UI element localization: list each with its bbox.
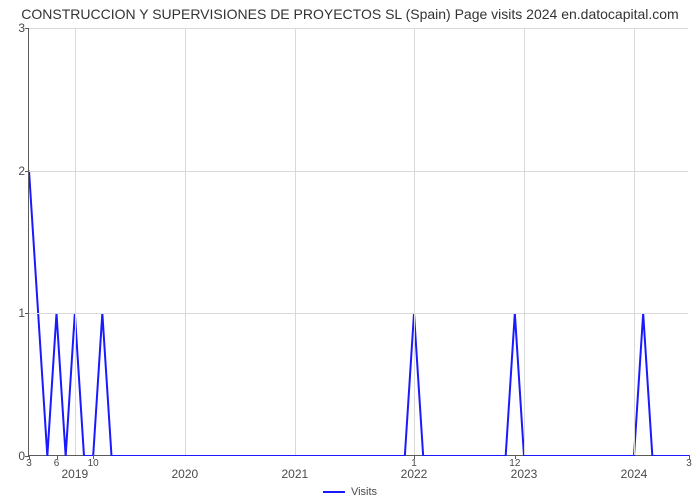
x-major-tick-label: 2021 <box>281 467 308 481</box>
gridline-v <box>414 28 415 455</box>
y-tick-label: 3 <box>9 21 25 35</box>
x-tick <box>515 455 516 459</box>
x-minor-tick-label: 3 <box>686 458 692 469</box>
x-major-tick-label: 2024 <box>621 467 648 481</box>
chart-area: 012336101123201920202021202220232024 <box>28 28 688 456</box>
x-tick <box>93 455 94 459</box>
gridline-h <box>29 28 688 29</box>
y-tick-label: 2 <box>9 164 25 178</box>
legend-swatch-visits <box>323 491 345 493</box>
plot-area: 012336101123201920202021202220232024 <box>28 28 688 456</box>
x-tick <box>414 455 415 459</box>
y-tick <box>25 313 29 314</box>
gridline-v <box>634 28 635 455</box>
y-tick-label: 0 <box>9 449 25 463</box>
gridline-v <box>524 28 525 455</box>
x-tick <box>689 455 690 459</box>
y-tick <box>25 171 29 172</box>
gridline-v <box>295 28 296 455</box>
x-major-tick-label: 2019 <box>61 467 88 481</box>
x-major-tick-label: 2023 <box>511 467 538 481</box>
x-minor-tick-label: 3 <box>26 458 32 469</box>
gridline-v <box>75 28 76 455</box>
legend: Visits <box>323 486 377 498</box>
y-tick-label: 1 <box>9 306 25 320</box>
gridline-h <box>29 313 688 314</box>
x-major-tick-label: 2022 <box>401 467 428 481</box>
x-tick <box>57 455 58 459</box>
gridline-v <box>185 28 186 455</box>
x-minor-tick-label: 10 <box>88 458 99 469</box>
x-tick <box>29 455 30 459</box>
gridline-h <box>29 171 688 172</box>
legend-label-visits: Visits <box>351 486 377 498</box>
visits-line-series <box>29 28 689 456</box>
x-major-tick-label: 2020 <box>171 467 198 481</box>
y-tick <box>25 28 29 29</box>
chart-title: CONSTRUCCION Y SUPERVISIONES DE PROYECTO… <box>0 0 700 22</box>
x-minor-tick-label: 6 <box>54 458 60 469</box>
